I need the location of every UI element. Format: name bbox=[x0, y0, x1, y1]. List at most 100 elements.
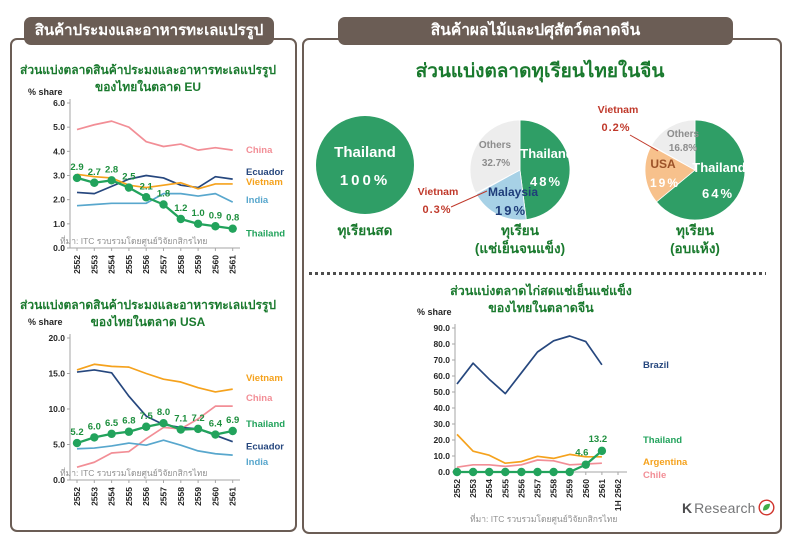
svg-text:Malaysia: Malaysia bbox=[488, 185, 538, 199]
svg-text:32.7%: 32.7% bbox=[482, 158, 510, 169]
chicken-chart-title-line1: ส่วนแบ่งตลาดไก่สดแช่เย็นแช่แข็ง bbox=[450, 284, 632, 298]
svg-text:2559: 2559 bbox=[193, 255, 203, 274]
svg-text:2.0: 2.0 bbox=[53, 195, 65, 205]
svg-text:19%: 19% bbox=[650, 176, 680, 190]
svg-text:Thailand: Thailand bbox=[246, 419, 285, 430]
svg-text:1H 2562: 1H 2562 bbox=[613, 479, 623, 511]
usa-line-chart: 0.0 5.0 10.0 15.0 20.0 2552 2553 2554 2555 2556 25… bbox=[48, 333, 285, 506]
svg-text:2557: 2557 bbox=[533, 479, 543, 498]
svg-text:Vietnam: Vietnam bbox=[598, 104, 639, 116]
svg-text:19%: 19% bbox=[495, 203, 527, 218]
svg-text:Ecuador: Ecuador bbox=[246, 167, 284, 178]
pie-dried-durian: Thailand 64% USA 19% Others 16.8% Vietnam 0.2% bbox=[598, 104, 746, 221]
kresearch-logo-k: K bbox=[682, 499, 693, 516]
svg-text:40.0: 40.0 bbox=[433, 403, 450, 413]
svg-text:5.0: 5.0 bbox=[53, 440, 65, 450]
svg-text:7.2: 7.2 bbox=[191, 413, 204, 424]
pie-fresh-caption-line1: ทุเรียนสด bbox=[337, 223, 393, 238]
svg-text:50.0: 50.0 bbox=[433, 387, 450, 397]
pie-fresh-caption: ทุเรียนสด bbox=[315, 222, 415, 240]
svg-text:Thailand: Thailand bbox=[334, 144, 396, 161]
svg-text:2560: 2560 bbox=[581, 479, 591, 498]
svg-text:80.0: 80.0 bbox=[433, 339, 450, 349]
svg-text:0.0: 0.0 bbox=[438, 467, 450, 477]
svg-text:6.5: 6.5 bbox=[105, 418, 119, 429]
svg-text:0.0: 0.0 bbox=[53, 475, 65, 485]
pie-frozen-caption-line1: ทุเรียน bbox=[501, 223, 539, 238]
svg-text:2554: 2554 bbox=[107, 487, 117, 506]
svg-text:2559: 2559 bbox=[565, 479, 575, 498]
usa-chart-title: ส่วนแบ่งตลาดสินค้าประมงและอาหารทะเลแปรรู… bbox=[20, 297, 276, 331]
svg-text:7.1: 7.1 bbox=[174, 414, 188, 425]
svg-text:2561: 2561 bbox=[228, 255, 238, 274]
svg-text:1.8: 1.8 bbox=[157, 189, 170, 200]
right-panel-header: สินค้าผลไม้และปศุสัตว์ตลาดจีน bbox=[338, 17, 733, 45]
svg-text:64%: 64% bbox=[702, 186, 734, 201]
svg-text:2557: 2557 bbox=[159, 487, 169, 506]
svg-text:Argentina: Argentina bbox=[643, 457, 688, 468]
usa-chart-title-line1: ส่วนแบ่งตลาดสินค้าประมงและอาหารทะเลแปรรู… bbox=[20, 298, 276, 312]
svg-text:2552: 2552 bbox=[72, 255, 82, 274]
dotted-divider bbox=[309, 272, 766, 275]
svg-text:1.2: 1.2 bbox=[174, 203, 187, 214]
svg-text:Others: Others bbox=[479, 140, 512, 151]
svg-text:Chile: Chile bbox=[643, 470, 666, 481]
svg-text:2560: 2560 bbox=[210, 255, 220, 274]
pie-frozen-durian: Thailand 48%Malaysia 19% Others 32.7% Vietnam… bbox=[418, 119, 574, 221]
eu-line-chart: 0.0 1.0 2.0 3.0 4.0 5.0 6.0 2552 2553 2554 2555 255… bbox=[53, 98, 285, 274]
svg-text:Thailand: Thailand bbox=[692, 160, 746, 175]
svg-text:20.0: 20.0 bbox=[433, 435, 450, 445]
svg-text:70.0: 70.0 bbox=[433, 355, 450, 365]
svg-text:5.0: 5.0 bbox=[53, 122, 65, 132]
svg-text:2556: 2556 bbox=[516, 479, 526, 498]
svg-text:2.1: 2.1 bbox=[140, 181, 154, 192]
svg-text:2558: 2558 bbox=[176, 255, 186, 274]
svg-text:6.4: 6.4 bbox=[209, 419, 223, 430]
svg-text:2556: 2556 bbox=[141, 255, 151, 274]
svg-text:Vietnam: Vietnam bbox=[418, 186, 459, 198]
durian-pie-charts: Thailand 100% Thailand 48%Malaysia 19% Other… bbox=[316, 104, 746, 221]
svg-text:1.0: 1.0 bbox=[53, 219, 65, 229]
svg-text:4.0: 4.0 bbox=[53, 146, 65, 156]
eu-chart-title-line2: ของไทยในตลาด EU bbox=[95, 80, 201, 94]
chicken-chart-title: ส่วนแบ่งตลาดไก่สดแช่เย็นแช่แข็ง ของไทยใน… bbox=[406, 283, 676, 317]
usa-yaxis-label: % share bbox=[28, 317, 63, 327]
svg-text:2558: 2558 bbox=[176, 487, 186, 506]
svg-text:2.9: 2.9 bbox=[70, 162, 83, 173]
svg-text:0.8: 0.8 bbox=[226, 213, 239, 224]
svg-text:2554: 2554 bbox=[484, 479, 494, 498]
svg-text:2561: 2561 bbox=[597, 479, 607, 498]
svg-text:20.0: 20.0 bbox=[48, 333, 65, 343]
svg-text:0.2%: 0.2% bbox=[601, 122, 630, 134]
svg-text:100%: 100% bbox=[340, 172, 390, 189]
pie-frozen-caption: ทุเรียน (แช่เย็นจนแข็ง) bbox=[452, 222, 588, 258]
eu-yaxis-label: % share bbox=[28, 87, 63, 97]
svg-text:90.0: 90.0 bbox=[433, 323, 450, 333]
svg-text:48%: 48% bbox=[530, 174, 562, 189]
svg-text:Thailand: Thailand bbox=[246, 229, 285, 240]
svg-text:10.0: 10.0 bbox=[433, 451, 450, 461]
left-panel-header: สินค้าประมงและอาหารทะเลแปรรูป bbox=[24, 17, 274, 45]
svg-text:ที่มา: ITC รวบรวมโดยศูนย์วิจัย: ที่มา: ITC รวบรวมโดยศูนย์วิจัยกสิกรไทย bbox=[60, 235, 207, 247]
pie-dried-caption: ทุเรียน (อบแห้ง) bbox=[627, 222, 763, 258]
pie-dried-caption-line2: (อบแห้ง) bbox=[670, 241, 720, 256]
svg-text:China: China bbox=[246, 393, 273, 404]
svg-text:Others: Others bbox=[667, 129, 700, 140]
svg-text:13.2: 13.2 bbox=[589, 434, 608, 445]
chicken-yaxis-label: % share bbox=[417, 307, 452, 317]
usa-chart-title-line2: ของไทยในตลาด USA bbox=[90, 315, 206, 329]
pie-fresh-durian: Thailand 100% bbox=[316, 116, 414, 214]
svg-text:16.8%: 16.8% bbox=[669, 143, 697, 154]
pie-frozen-caption-line2: (แช่เย็นจนแข็ง) bbox=[474, 241, 566, 256]
svg-text:6.0: 6.0 bbox=[53, 98, 65, 108]
svg-text:2.8: 2.8 bbox=[105, 164, 118, 175]
svg-text:60.0: 60.0 bbox=[433, 371, 450, 381]
svg-text:India: India bbox=[246, 457, 269, 468]
svg-text:2552: 2552 bbox=[452, 479, 462, 498]
chicken-chart-title-line2: ของไทยในตลาดจีน bbox=[488, 301, 594, 315]
svg-text:Thailand: Thailand bbox=[520, 146, 574, 161]
svg-text:0.9: 0.9 bbox=[209, 210, 222, 221]
chicken-line-chart: 0.0 10.0 20.0 30.0 40.0 50.0 60.0 70.0 80.0 90.0 2… bbox=[433, 323, 688, 525]
durian-section-title: ส่วนแบ่งตลาดทุเรียนไทยในจีน bbox=[415, 61, 665, 82]
svg-text:0.0: 0.0 bbox=[53, 243, 65, 253]
